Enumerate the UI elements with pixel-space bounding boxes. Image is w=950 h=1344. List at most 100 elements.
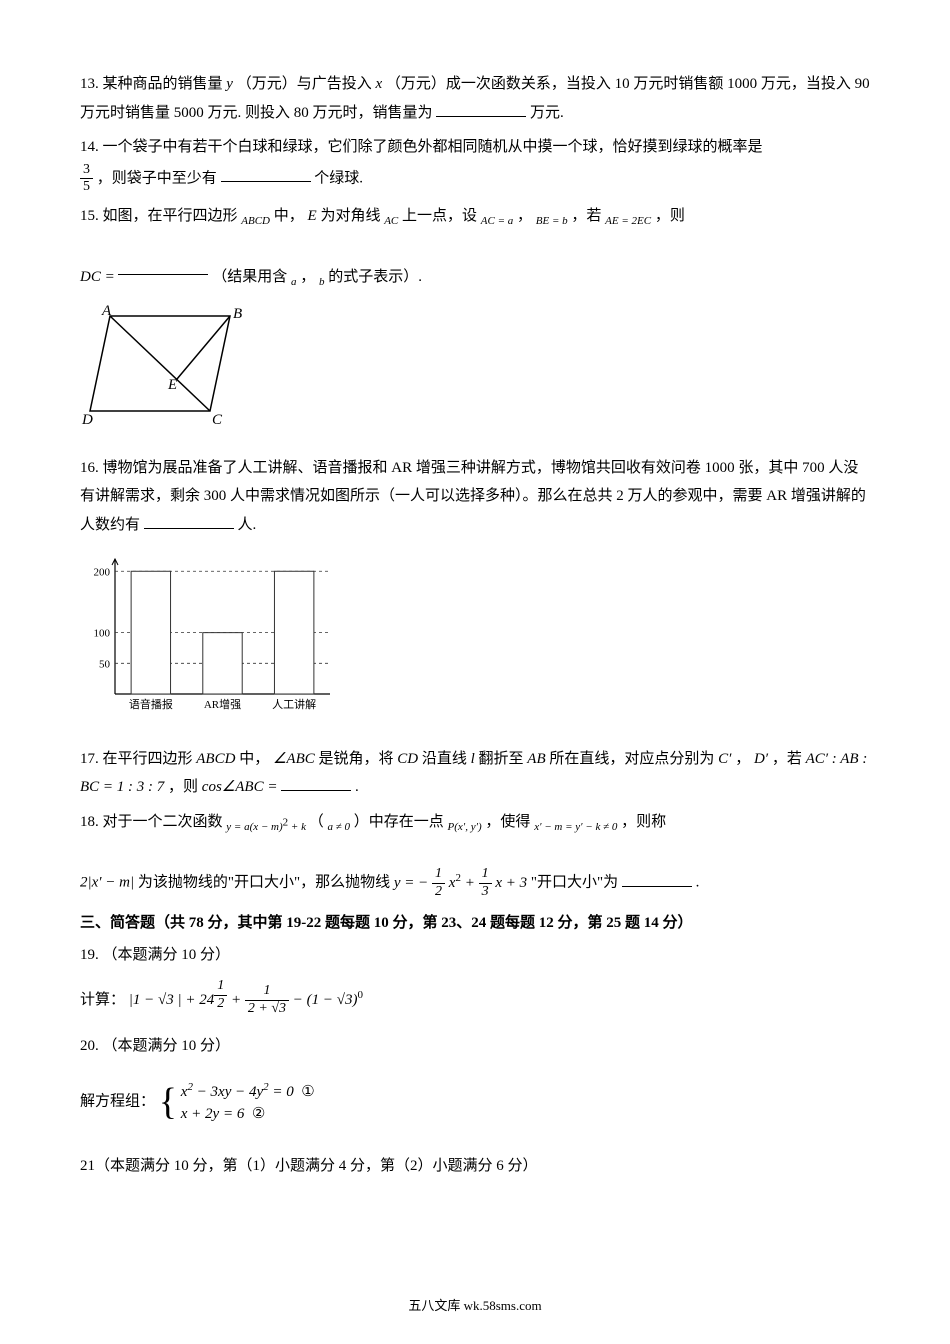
brace-icon: { [159, 1066, 177, 1138]
q15-e: E [308, 208, 317, 224]
p: + [227, 992, 245, 1008]
q19-header: 19. （本题满分 10 分） [80, 941, 870, 970]
d: 3 [479, 884, 492, 901]
q17-cos: cos∠ABC = [202, 779, 278, 795]
eq: y = a(x − m) [226, 821, 282, 833]
da: 2 + [248, 1001, 271, 1016]
question-19: 19. （本题满分 10 分） 计算： |1 − √3 | + 2412 + 1… [80, 941, 870, 1017]
q14-text: ，则袋子中至少有 [97, 170, 217, 186]
label-a: A [101, 303, 112, 319]
question-21: 21（本题满分 10 分，第（1）小题满分 4 分，第（2）小题满分 6 分） [80, 1152, 870, 1181]
question-17: 17. 在平行四边形 ABCD 中， ∠ABC 是锐角，将 CD 沿直线 l 翻… [80, 745, 870, 802]
q18-blank [622, 872, 692, 887]
q15-figure: A B C D E [80, 301, 870, 442]
q13-var-x: x [375, 76, 382, 92]
q20-label: 解方程组： [80, 1094, 155, 1110]
q15-text: 上一点，设 [402, 208, 477, 224]
frac-num: 3 [80, 162, 93, 180]
q13-text: 万元. [530, 105, 564, 121]
q17-blank [281, 776, 351, 791]
diagonal-ac [110, 316, 210, 411]
q17-text: 17. 在平行四边形 [80, 751, 196, 767]
q15-text: 15. 如图，在平行四边形 [80, 208, 238, 224]
frac: 12 [432, 866, 445, 901]
sqrt: √3 [337, 992, 353, 1008]
svg-text:50: 50 [99, 659, 111, 671]
svg-text:200: 200 [94, 567, 111, 579]
section-3-title: 三、简答题（共 78 分，其中第 19-22 题每题 10 分，第 23、24 … [80, 909, 870, 938]
q18-text: 18. 对于一个二次函数 [80, 814, 223, 830]
q17-text: 所在直线，对应点分别为 [549, 751, 718, 767]
question-18: 18. 对于一个二次函数 y = a(x − m)2 + k （ a ≠ 0 ）… [80, 808, 870, 901]
d: 2 [432, 884, 445, 901]
q15-text: ， [517, 208, 532, 224]
q14-fraction: 3 5 [80, 162, 93, 197]
q15-blank [118, 260, 208, 275]
line-be [177, 316, 230, 379]
label-d: D [81, 412, 93, 428]
exp: 0 [358, 989, 364, 1001]
q17-abcd: ABCD [196, 751, 235, 767]
frac-den: 5 [80, 179, 93, 196]
frac: 1 2 + √3 [245, 983, 289, 1018]
q18-text: ）中存在一点 [354, 814, 444, 830]
q21-header: 21（本题满分 10 分，第（1）小题满分 4 分，第（2）小题满分 6 分） [80, 1152, 870, 1181]
q13-blank [436, 102, 526, 117]
q15-text: ，若 [571, 208, 601, 224]
question-13: 13. 某种商品的销售量 y （万元）与广告投入 x （万元）成一次函数关系，当… [80, 70, 870, 127]
q14-text: 个绿球. [314, 170, 363, 186]
n: 1 [479, 866, 492, 884]
q15-eq1: AC = a [481, 215, 513, 227]
parallelogram-svg: A B C D E [80, 301, 250, 431]
q15-text: 中， [274, 208, 304, 224]
q15-text: 的式子表示）. [328, 269, 422, 285]
q15-text: ，则 [655, 208, 685, 224]
q13-text: （万元）与广告投入 [237, 76, 376, 92]
svg-text:语音播报: 语音播报 [129, 697, 173, 711]
marker: ② [252, 1106, 265, 1122]
q17-cd: CD [397, 751, 418, 767]
question-14: 14. 一个袋子中有若干个白球和绿球，它们除了颜色外都相同随机从中摸一个球，恰好… [80, 133, 870, 196]
q15-eq3: AE = 2EC [605, 215, 651, 227]
q17-cp: C′ [718, 751, 731, 767]
label-c: C [212, 412, 223, 428]
frac: 13 [479, 866, 492, 901]
q15-eq2: BE = b [536, 215, 568, 227]
n: 1 [432, 866, 445, 884]
label-e: E [167, 377, 177, 393]
eq-2: x + 2y = 6 ② [181, 1103, 315, 1126]
equations: x2 − 3xy − 4y2 = 0 ① x + 2y = 6 ② [181, 1079, 315, 1126]
q18-text: 为该抛物线的"开口大小"，那么抛物线 [138, 875, 390, 891]
q18-text: ，使得 [485, 814, 530, 830]
eq: x + 3 [495, 875, 527, 891]
q18-eq3: 2|x′ − m| [80, 875, 134, 891]
n: 1 [245, 983, 289, 1001]
n: 1 [214, 978, 227, 996]
d: 2 + √3 [245, 1001, 289, 1018]
q17-text: ， [735, 751, 750, 767]
q17-ab: AB [527, 751, 545, 767]
q18-pt: P(x′, y′) [448, 821, 482, 833]
eq: + k [288, 821, 306, 833]
svg-text:AR增强: AR增强 [204, 697, 241, 711]
bar-chart-svg: 50100200语音播报AR增强人工讲解 [80, 549, 340, 719]
q17-text: 是锐角，将 [318, 751, 397, 767]
q18-text: "开口大小"为 [531, 875, 618, 891]
p: |1 − [129, 992, 158, 1008]
q15-text: （结果用含 [212, 269, 287, 285]
q15-text: ， [300, 269, 315, 285]
q16-blank [144, 514, 234, 529]
q14-text: 14. 一个袋子中有若干个白球和绿球，它们除了颜色外都相同随机从中摸一个球，恰好… [80, 139, 763, 155]
page-footer: 五八文库 wk.58sms.com [0, 1295, 950, 1314]
q17-text: 中， [239, 751, 269, 767]
q17-text: ，则 [168, 779, 202, 795]
q20-header: 20. （本题满分 10 分） [80, 1032, 870, 1061]
q16-chart: 50100200语音播报AR增强人工讲解 [80, 549, 870, 730]
q17-text: ，若 [772, 751, 806, 767]
question-15: 15. 如图，在平行四边形 ABCD 中， E 为对角线 AC 上一点，设 AC… [80, 202, 870, 293]
q18-text: . [696, 875, 700, 891]
q19-label: 计算： [80, 992, 125, 1008]
q15-a: a [291, 276, 297, 288]
q17-ang: ∠ABC [273, 751, 315, 767]
svg-text:人工讲解: 人工讲解 [272, 697, 316, 711]
